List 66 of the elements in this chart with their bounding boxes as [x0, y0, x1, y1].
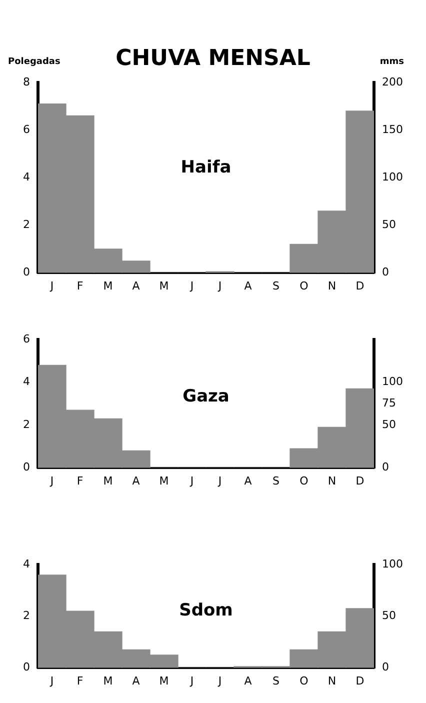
y2-tick-label: 75	[382, 396, 396, 410]
x-tick-label: O	[300, 674, 309, 688]
x-tick-label: M	[159, 279, 169, 292]
x-tick-label: S	[272, 674, 280, 688]
x-tick-label: J	[49, 674, 54, 688]
x-tick-label: D	[356, 674, 364, 688]
annotation: Gaza	[182, 386, 230, 407]
x-tick-label: N	[328, 674, 336, 688]
x-tick-label: J	[217, 279, 222, 292]
x-tick-label: O	[300, 474, 309, 488]
y2-tick-label: 50	[382, 418, 396, 431]
x-tick-label: N	[328, 279, 336, 292]
y2-tick-label: 0	[382, 266, 390, 279]
y2-tick-label: 0	[382, 460, 390, 474]
x-tick-label: N	[328, 474, 336, 488]
x-tick-label: A	[132, 674, 140, 688]
x-tick-label: M	[103, 474, 113, 488]
y-tick-label: 2	[23, 218, 30, 232]
y-tick-label: 4	[23, 170, 30, 184]
y2-tick-label: 100	[382, 557, 404, 570]
y-tick-label: 0	[23, 266, 30, 279]
y2-tick-label: 50	[382, 218, 396, 232]
y2-tick-label: 50	[382, 609, 396, 622]
y2-tick-label: 100	[382, 170, 404, 184]
x-tick-label: J	[217, 674, 222, 688]
y2-tick-label: 0	[382, 660, 390, 674]
x-tick-label: J	[189, 279, 194, 292]
y-tick-label: 6	[23, 332, 30, 346]
x-tick-label: F	[76, 674, 84, 688]
x-tick-label: F	[76, 474, 84, 488]
x-tick-label: A	[132, 279, 140, 292]
y-tick-label: 2	[23, 609, 30, 622]
x-tick-label: J	[189, 474, 194, 488]
x-tick-label: J	[189, 674, 194, 688]
x-tick-label: O	[300, 279, 309, 292]
x-tick-label: A	[132, 474, 140, 488]
x-tick-label: M	[103, 674, 113, 688]
x-tick-label: S	[272, 279, 280, 292]
annotation: Sdom	[179, 600, 233, 620]
y-tick-label: 4	[23, 375, 30, 388]
y2-tick-label: 150	[382, 122, 404, 136]
x-tick-label: A	[244, 474, 252, 488]
x-tick-label: A	[244, 674, 252, 688]
x-tick-label: D	[356, 279, 364, 292]
y-tick-label: 2	[23, 418, 30, 431]
y-tick-label: 8	[23, 75, 30, 88]
x-tick-label: J	[49, 474, 54, 488]
y2-tick-label: 100	[382, 375, 404, 388]
y-axis-title: Polegadas	[8, 57, 60, 68]
x-tick-label: J	[49, 279, 54, 292]
y-tick-label: 6	[23, 122, 30, 136]
y-tick-label: 4	[23, 557, 30, 570]
y-tick-label: 0	[23, 460, 30, 474]
chart-title: CHUVA MENSAL	[116, 46, 310, 71]
x-tick-label: D	[356, 474, 364, 488]
x-tick-label: S	[272, 474, 280, 488]
x-tick-label: M	[159, 474, 169, 488]
x-tick-label: M	[103, 279, 113, 292]
y2-tick-label: 200	[382, 75, 404, 88]
x-tick-label: J	[217, 474, 222, 488]
annotation: Haifa	[180, 158, 232, 178]
y-tick-label: 0	[23, 660, 30, 674]
x-tick-label: M	[159, 674, 169, 688]
x-tick-label: F	[76, 279, 84, 292]
y2-axis-title: mms	[380, 57, 404, 68]
x-tick-label: A	[244, 279, 252, 292]
